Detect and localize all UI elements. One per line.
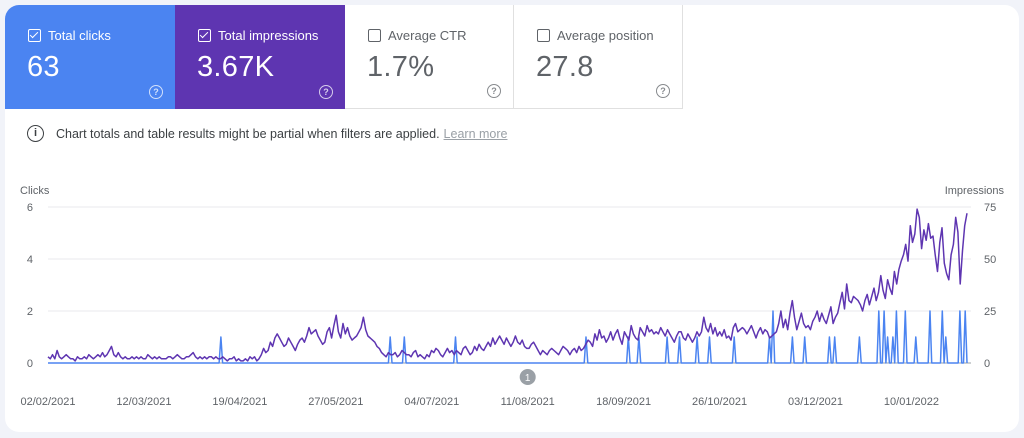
annotation-marker[interactable] — [519, 369, 536, 385]
partial-results-notice: i Chart totals and table results might b… — [27, 125, 507, 142]
help-icon[interactable]: ? — [656, 84, 670, 98]
left-axis-title: Clicks — [20, 185, 50, 197]
clicks-series-line — [48, 310, 968, 364]
x-tick-label: 18/09/2021 — [596, 396, 651, 408]
total-clicks-value: 63 — [27, 51, 60, 83]
total-clicks-checkbox[interactable] — [28, 29, 41, 42]
learn-more-link[interactable]: Learn more — [443, 126, 508, 141]
help-icon[interactable]: ? — [487, 84, 501, 98]
x-tick-label: 27/05/2021 — [308, 396, 363, 408]
right-tick-label: 0 — [984, 358, 990, 370]
total-clicks-tab[interactable]: Total clicks 63 ? — [5, 5, 175, 109]
average-ctr-checkbox[interactable] — [368, 29, 381, 42]
x-tick-label: 19/04/2021 — [212, 396, 267, 408]
left-tick-label: 0 — [27, 358, 33, 370]
average-ctr-tab[interactable]: Average CTR 1.7% ? — [345, 5, 514, 109]
x-tick-label: 02/02/2021 — [20, 396, 75, 408]
performance-chart: 6 4 2 0 75 50 25 0 02/02/2021 12/03/2021 19/04/202… — [20, 202, 996, 408]
left-tick-label: 2 — [27, 306, 33, 318]
total-impressions-tab[interactable]: Total impressions 3.67K ? — [175, 5, 345, 109]
impressions-series-line — [47, 208, 968, 362]
annotation-marker-label: 1 — [525, 373, 531, 384]
right-tick-label: 25 — [984, 306, 996, 318]
total-impressions-value: 3.67K — [197, 51, 275, 83]
right-tick-label: 75 — [984, 202, 996, 214]
help-icon[interactable]: ? — [319, 85, 333, 99]
x-tick-label: 11/08/2021 — [501, 396, 555, 408]
left-tick-label: 4 — [27, 254, 33, 266]
right-tick-label: 50 — [984, 254, 996, 266]
help-icon[interactable]: ? — [149, 85, 163, 99]
average-position-label: Average position — [557, 28, 654, 43]
average-position-value: 27.8 — [536, 51, 594, 83]
notice-text: Chart totals and table results might be … — [56, 126, 440, 141]
average-ctr-value: 1.7% — [367, 51, 435, 83]
left-tick-label: 6 — [27, 202, 33, 214]
right-axis-title: Impressions — [944, 185, 1004, 197]
x-tick-label: 12/03/2021 — [116, 396, 171, 408]
x-tick-label: 04/07/2021 — [404, 396, 459, 408]
x-tick-label: 26/10/2021 — [692, 396, 747, 408]
total-impressions-label: Total impressions — [218, 28, 319, 43]
x-tick-label: 03/12/2021 — [788, 396, 843, 408]
total-impressions-checkbox[interactable] — [198, 29, 211, 42]
x-tick-label: 10/01/2022 — [884, 396, 939, 408]
average-position-checkbox[interactable] — [537, 29, 550, 42]
performance-card: Total clicks 63 ? Total impressions 3.67… — [5, 5, 1019, 432]
average-position-tab[interactable]: Average position 27.8 ? — [514, 5, 683, 109]
average-ctr-label: Average CTR — [388, 28, 467, 43]
info-icon: i — [27, 125, 44, 142]
metric-tabs: Total clicks 63 ? Total impressions 3.67… — [5, 5, 683, 109]
total-clicks-label: Total clicks — [48, 28, 111, 43]
